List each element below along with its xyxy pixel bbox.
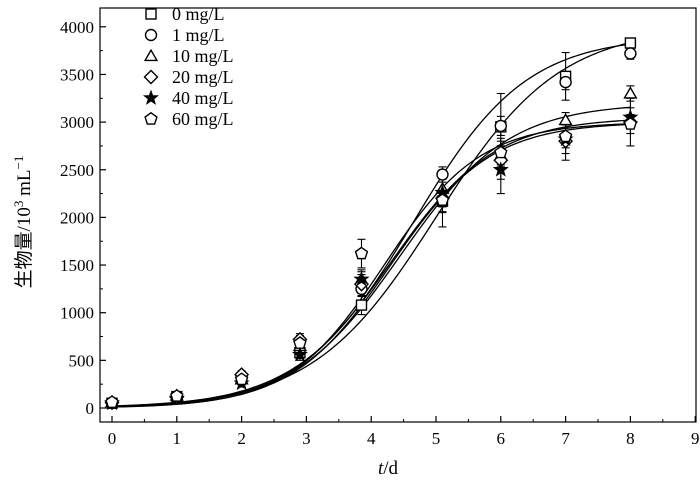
y-tick-label: 2000 <box>60 208 94 227</box>
data-point-diamond <box>143 69 159 85</box>
data-point-pentagon <box>105 395 119 408</box>
data-point-triangle <box>558 112 573 126</box>
data-point-square <box>355 299 368 311</box>
legend: 0 mg/L1 mg/L10 mg/L20 mg/L40 mg/L60 mg/L <box>142 4 234 129</box>
fit-curve <box>111 123 631 408</box>
data-markers <box>103 37 639 411</box>
plot-frame <box>99 7 697 423</box>
y-tick-label: 1000 <box>60 304 94 323</box>
data-point-circle <box>559 75 572 89</box>
fit-curve <box>111 123 631 408</box>
data-point-pentagon <box>170 389 184 402</box>
data-point-pentagon <box>623 116 638 130</box>
data-point-square <box>145 8 157 20</box>
legend-label: 1 mg/L <box>172 25 225 45</box>
data-point-star <box>492 161 509 177</box>
legend-label: 40 mg/L <box>172 88 234 108</box>
y-tick-label: 500 <box>69 351 95 370</box>
data-point-square <box>624 37 637 49</box>
legend-label: 10 mg/L <box>172 46 234 66</box>
data-point-star <box>142 89 160 105</box>
y-axis-label: 生物量/103 mL−1 <box>11 156 35 289</box>
y-tick-label: 1500 <box>60 256 94 275</box>
data-point-pentagon <box>354 246 369 260</box>
fit-curve <box>111 119 631 408</box>
data-point-star <box>353 270 370 287</box>
fit-curve <box>111 106 631 408</box>
data-point-circle <box>624 47 637 60</box>
axes <box>99 7 697 423</box>
data-point-pentagon <box>435 193 450 206</box>
legend-label: 0 mg/L <box>172 4 225 24</box>
ticks: 0 1 2 3 4 5 6 7 8 9 0 500 1000 1500 2000 2500 3000 3500 40… <box>60 18 699 448</box>
data-point-pentagon <box>144 111 158 125</box>
x-tick-label: 2 <box>237 429 246 448</box>
x-tick-label: 9 <box>691 429 700 448</box>
data-point-pentagon <box>494 145 508 159</box>
y-tick-label: 4000 <box>60 18 94 37</box>
fit-curves <box>111 41 631 408</box>
y-tick-label: 2500 <box>60 161 94 180</box>
x-tick-label: 4 <box>367 429 376 448</box>
x-tick-label: 8 <box>626 429 635 448</box>
x-tick-label: 0 <box>108 429 117 448</box>
data-point-circle <box>436 168 449 181</box>
x-tick-label: 3 <box>302 429 311 448</box>
y-tick-label: 3000 <box>60 113 94 132</box>
x-axis-label: t/d <box>378 458 399 479</box>
y-tick-label: 3500 <box>60 65 94 84</box>
x-tick-label: 6 <box>497 429 506 448</box>
x-tick-label: 7 <box>561 429 570 448</box>
data-point-star <box>291 346 308 362</box>
data-point-triangle <box>143 48 159 62</box>
data-point-pentagon <box>234 372 249 386</box>
data-point-triangle <box>623 86 638 99</box>
y-tick-label: 0 <box>86 399 95 418</box>
legend-label: 20 mg/L <box>172 67 234 87</box>
data-point-circle <box>144 28 158 42</box>
data-point-pentagon <box>293 336 307 349</box>
x-tick-label: 5 <box>432 429 441 448</box>
data-point-pentagon <box>558 129 573 143</box>
data-point-circle <box>494 119 507 133</box>
legend-label: 60 mg/L <box>172 109 234 129</box>
x-tick-label: 1 <box>173 429 182 448</box>
